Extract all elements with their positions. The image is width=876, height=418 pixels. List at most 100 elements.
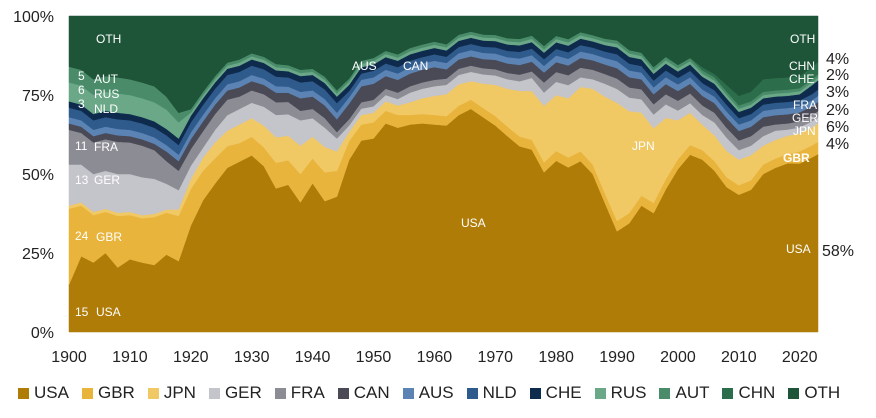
- x-tick-1970: 1970: [477, 349, 513, 366]
- left-val-aut: 5: [78, 69, 85, 83]
- left-lbl-nld: NLD: [94, 102, 118, 116]
- x-tick-1930: 1930: [234, 349, 270, 366]
- inline-usa: USA: [461, 216, 486, 230]
- legend-item-rus: RUS: [594, 383, 647, 403]
- x-tick-2020: 2020: [782, 349, 818, 366]
- legend-swatch-ger: [208, 387, 220, 399]
- x-tick-2000: 2000: [660, 349, 696, 366]
- x-tick-1950: 1950: [356, 349, 392, 366]
- legend-label-rus: RUS: [610, 383, 647, 402]
- x-tick-1960: 1960: [417, 349, 453, 366]
- left-lbl-gbr: GBR: [96, 230, 122, 244]
- y-tick-50: 50%: [22, 167, 54, 184]
- legend-item-gbr: GBR: [81, 383, 135, 403]
- left-val-usa: 15: [75, 305, 89, 319]
- area-layers: [68, 15, 819, 333]
- legend-item-che: CHE: [529, 383, 582, 403]
- left-lbl-aut: AUT: [94, 72, 119, 86]
- legend-swatch-gbr: [81, 387, 93, 399]
- legend-label-ger: GER: [224, 383, 262, 402]
- legend-label-usa: USA: [34, 383, 69, 402]
- legend-label-aus: AUS: [418, 383, 454, 402]
- right-lbl-fra: FRA: [793, 98, 817, 112]
- legend-label-chn: CHN: [738, 383, 776, 402]
- legend-item-jpn: JPN: [147, 383, 196, 403]
- right-val-nld: 3%: [826, 84, 849, 101]
- left-val-nld: 3: [78, 97, 85, 111]
- legend-item-nld: NLD: [466, 383, 517, 403]
- legend-swatch-chn: [722, 387, 734, 399]
- right-val-che: 2%: [826, 67, 849, 84]
- area-oth: [68, 15, 819, 113]
- left-val-fra: 11: [75, 139, 88, 153]
- right-lbl-usa: USA: [786, 242, 811, 256]
- legend-swatch-rus: [594, 387, 606, 399]
- x-tick-2010: 2010: [721, 349, 757, 366]
- left-val-rus: 6: [78, 83, 85, 97]
- inline-can: CAN: [403, 59, 428, 73]
- legend-swatch-nld: [466, 387, 478, 399]
- inline-annotations: USA JPN AUS CAN: [352, 59, 655, 230]
- legend-swatch-usa: [18, 387, 29, 399]
- y-tick-0: 0%: [31, 325, 54, 342]
- right-values: 4% 2% 3% 2% 6% 4% 58%: [822, 51, 854, 260]
- legend-label-gbr: GBR: [97, 383, 135, 402]
- y-tick-75: 75%: [22, 88, 54, 105]
- right-val-chn: 4%: [826, 51, 849, 68]
- legend-item-usa: USA: [18, 383, 69, 403]
- legend-label-jpn: JPN: [163, 383, 196, 402]
- x-tick-1900: 1900: [51, 349, 87, 366]
- right-inner-labels: OTH CHN CHE FRA GER JPN GBR USA: [783, 32, 818, 256]
- left-lbl-rus: RUS: [94, 87, 119, 101]
- legend-swatch-oth: [788, 387, 800, 399]
- legend-item-can: CAN: [337, 383, 390, 403]
- legend-item-fra: FRA: [274, 383, 325, 403]
- legend-item-ger: GER: [208, 383, 262, 403]
- legend-label-aut: AUT: [675, 383, 710, 402]
- legend-label-oth: OTH: [804, 383, 841, 402]
- inline-jpn: JPN: [632, 139, 655, 153]
- left-lbl-usa: USA: [96, 305, 121, 319]
- right-lbl-ger: GER: [792, 111, 818, 125]
- legend-item-oth: OTH: [788, 383, 840, 403]
- x-tick-1910: 1910: [112, 349, 148, 366]
- legend-item-aut: AUT: [659, 383, 709, 403]
- right-lbl-jpn: JPN: [793, 124, 816, 138]
- left-val-gbr: 24: [75, 229, 89, 243]
- right-val-jpn: 6%: [826, 119, 849, 136]
- legend-swatch-aus: [402, 387, 414, 399]
- x-tick-1980: 1980: [538, 349, 574, 366]
- legend: USA GBR JPN GER FRA CAN AUS NLD CHE RUS AUT CHN OTH: [18, 383, 868, 403]
- left-lbl-oth: OTH: [96, 32, 121, 46]
- inline-aus: AUS: [352, 59, 377, 73]
- legend-swatch-aut: [659, 387, 671, 399]
- y-tick-25: 25%: [22, 246, 54, 263]
- legend-label-fra: FRA: [290, 383, 325, 402]
- legend-swatch-fra: [274, 387, 286, 399]
- right-lbl-oth: OTH: [790, 32, 815, 46]
- right-lbl-chn: CHN: [789, 59, 815, 73]
- right-val-usa: 58%: [822, 243, 854, 260]
- x-tick-1940: 1940: [295, 349, 331, 366]
- legend-item-chn: CHN: [722, 383, 775, 403]
- left-val-ger: 13: [75, 173, 89, 187]
- x-tick-1920: 1920: [173, 349, 209, 366]
- left-lbl-ger: GER: [94, 173, 120, 187]
- legend-label-can: CAN: [353, 383, 390, 402]
- right-lbl-che: CHE: [789, 72, 814, 86]
- legend-label-nld: NLD: [482, 383, 517, 402]
- legend-swatch-jpn: [147, 387, 159, 399]
- legend-swatch-che: [529, 387, 541, 399]
- y-tick-100: 100%: [13, 9, 54, 26]
- legend-swatch-can: [337, 387, 349, 399]
- legend-item-aus: AUS: [402, 383, 454, 403]
- right-val-gbr: 4%: [826, 136, 849, 153]
- right-lbl-gbr: GBR: [783, 151, 810, 165]
- y-axis: 0% 25% 50% 75% 100%: [13, 9, 54, 342]
- right-val-fra: 2%: [826, 102, 849, 119]
- x-tick-1990: 1990: [599, 349, 635, 366]
- left-lbl-fra: FRA: [94, 140, 118, 154]
- legend-label-che: CHE: [545, 383, 582, 402]
- x-axis: 1900 1910 1920 1930 1940 1950 1960 1970 1980 1990…: [51, 349, 817, 366]
